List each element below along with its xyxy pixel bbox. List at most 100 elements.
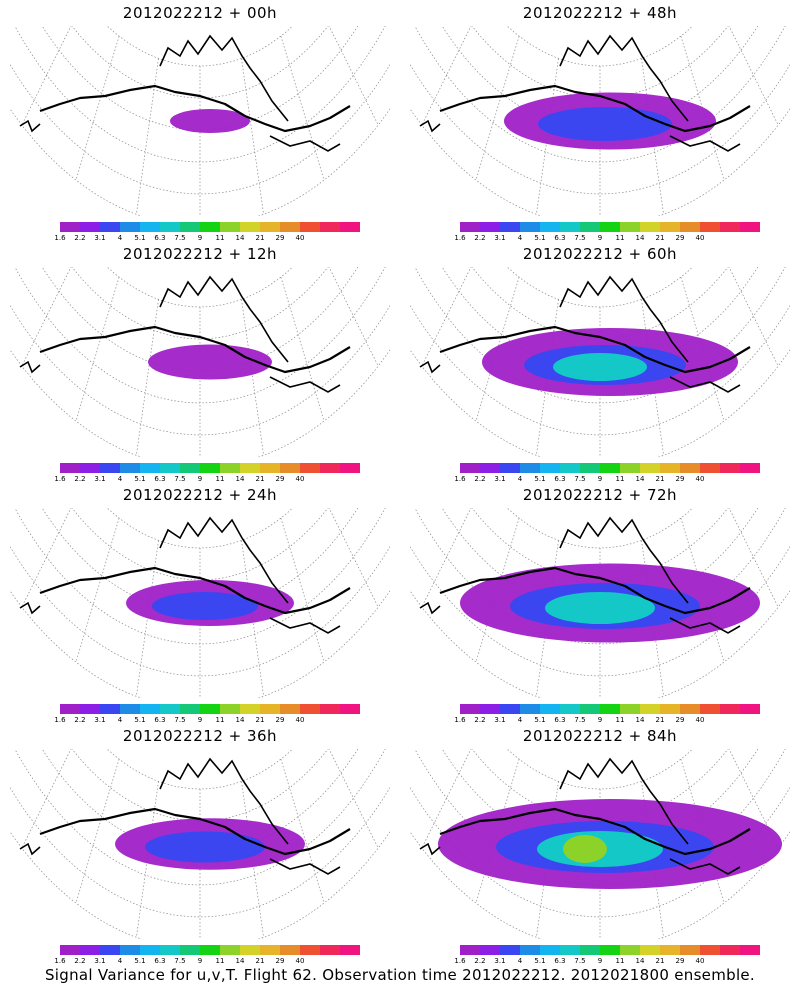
colorbar-swatch xyxy=(180,704,200,714)
colorbar-swatch xyxy=(680,704,700,714)
colorbar-label: 7.5 xyxy=(574,716,586,724)
latitude-gridline xyxy=(471,749,729,822)
colorbar-swatch xyxy=(60,945,80,955)
meridian-gridline xyxy=(75,759,120,904)
meridian-gridline xyxy=(728,26,779,126)
map-panel: 2012022212 + 12h 1.6 2.2 3.1 4 5.1 6.3 7.5 9 11 14… xyxy=(0,241,400,486)
colorbar-label: 1.6 xyxy=(454,234,466,242)
colorbar-swatch xyxy=(200,945,220,955)
colorbar-swatch xyxy=(660,463,680,473)
colorbar-swatch xyxy=(740,463,760,473)
meridian-gridline xyxy=(410,749,454,775)
colorbar-swatch xyxy=(340,704,360,714)
meridian-gridline xyxy=(680,759,725,904)
latitude-gridline xyxy=(71,267,329,340)
coastline xyxy=(439,807,751,856)
colorbar-label: 4 xyxy=(517,957,523,965)
colorbar-label: 21 xyxy=(655,716,665,724)
polar-map xyxy=(410,749,790,939)
colorbar-swatch xyxy=(640,945,660,955)
colorbar-swatch xyxy=(320,463,340,473)
colorbar-swatch xyxy=(100,704,120,714)
colorbar-label: 21 xyxy=(255,475,265,483)
colorbar-label: 21 xyxy=(655,957,665,965)
colorbar-labels: 1.6 2.2 3.1 4 5.1 6.3 7.5 9 11 14 21 29 40 xyxy=(54,234,360,244)
colorbar-label: 11 xyxy=(615,957,625,965)
colorbar-swatch xyxy=(260,222,280,232)
colorbar-label: 21 xyxy=(655,475,665,483)
colorbar-swatch xyxy=(500,945,520,955)
latitude-gridline xyxy=(106,267,294,308)
colorbar-label: 7.5 xyxy=(174,957,186,965)
meridian-gridline xyxy=(21,267,72,367)
colorbar-swatch xyxy=(660,704,680,714)
meridian-gridline xyxy=(10,26,54,52)
colorbar-label: 1.6 xyxy=(54,716,66,724)
latitude-gridline xyxy=(506,508,694,549)
colorbar-labels: 1.6 2.2 3.1 4 5.1 6.3 7.5 9 11 14 21 29 40 xyxy=(454,475,760,485)
latitude-gridline xyxy=(10,349,390,457)
coastline-archipelago xyxy=(559,757,689,845)
colorbar-label: 11 xyxy=(615,716,625,724)
colorbar-swatch xyxy=(300,704,320,714)
colorbar-label: 6.3 xyxy=(554,957,566,965)
colorbar-swatch xyxy=(160,704,180,714)
colorbar-label: 14 xyxy=(235,957,245,965)
colorbar-label: 2.2 xyxy=(74,234,86,242)
colorbar-label: 3.1 xyxy=(94,475,106,483)
colorbar-swatch xyxy=(180,222,200,232)
colorbar-label: 29 xyxy=(275,234,285,242)
coastline-minor xyxy=(19,119,341,152)
panel-title: 2012022212 + 12h xyxy=(122,245,278,263)
colorbar-label: 6.3 xyxy=(154,475,166,483)
map-panel: 2012022212 + 84h 1.6 2.2 3.1 4 5.1 6.3 7.5 9 11 14… xyxy=(400,723,800,968)
latitude-gridline xyxy=(506,749,694,790)
colorbar-label: 11 xyxy=(215,957,225,965)
colorbar-swatch xyxy=(140,222,160,232)
coastline-minor xyxy=(419,119,741,152)
meridian-gridline xyxy=(421,267,472,367)
colorbar-swatch xyxy=(240,222,260,232)
colorbar-label: 4 xyxy=(517,234,523,242)
meridian-gridline xyxy=(280,36,325,181)
colorbar-swatch xyxy=(620,945,640,955)
colorbar-swatch xyxy=(460,222,480,232)
colorbar-label: 6.3 xyxy=(554,234,566,242)
colorbar-labels: 1.6 2.2 3.1 4 5.1 6.3 7.5 9 11 14 21 29 40 xyxy=(54,957,360,967)
colorbar-swatch xyxy=(640,704,660,714)
colorbar-label: 2.2 xyxy=(74,475,86,483)
variance-region-high xyxy=(553,353,647,381)
colorbar-label: 1.6 xyxy=(54,957,66,965)
colorbar-label: 1.6 xyxy=(454,957,466,965)
latitude-gridline xyxy=(106,508,294,549)
colorbar-swatch xyxy=(600,463,620,473)
colorbar-swatch xyxy=(600,222,620,232)
map-panel: 2012022212 + 72h 1.6 2.2 3.1 4 5.1 6.3 7.5 9 11 14… xyxy=(400,482,800,727)
colorbar-swatch xyxy=(480,222,500,232)
colorbar-label: 29 xyxy=(675,234,685,242)
coastline-minor xyxy=(19,360,341,393)
colorbar-label: 9 xyxy=(197,957,203,965)
colorbar-swatch xyxy=(480,945,500,955)
panel-title: 2012022212 + 84h xyxy=(522,727,678,745)
variance-region xyxy=(148,344,272,380)
colorbar xyxy=(460,222,760,232)
colorbar-swatch xyxy=(560,463,580,473)
colorbar-swatch xyxy=(740,945,760,955)
colorbar xyxy=(60,222,360,232)
colorbar-swatch xyxy=(340,945,360,955)
colorbar-label: 2.2 xyxy=(474,475,486,483)
meridian-gridline xyxy=(728,508,779,608)
colorbar-swatch xyxy=(700,463,720,473)
colorbar-label: 1.6 xyxy=(54,475,66,483)
colorbar-swatch xyxy=(160,222,180,232)
colorbar-swatch xyxy=(280,222,300,232)
colorbar-swatch xyxy=(540,945,560,955)
panel-title: 2012022212 + 36h xyxy=(122,727,278,745)
colorbar-swatch xyxy=(720,945,740,955)
colorbar-label: 9 xyxy=(597,234,603,242)
colorbar-swatch xyxy=(340,463,360,473)
coastline xyxy=(39,807,351,856)
latitude-gridline xyxy=(10,590,390,698)
colorbar-swatch xyxy=(260,463,280,473)
